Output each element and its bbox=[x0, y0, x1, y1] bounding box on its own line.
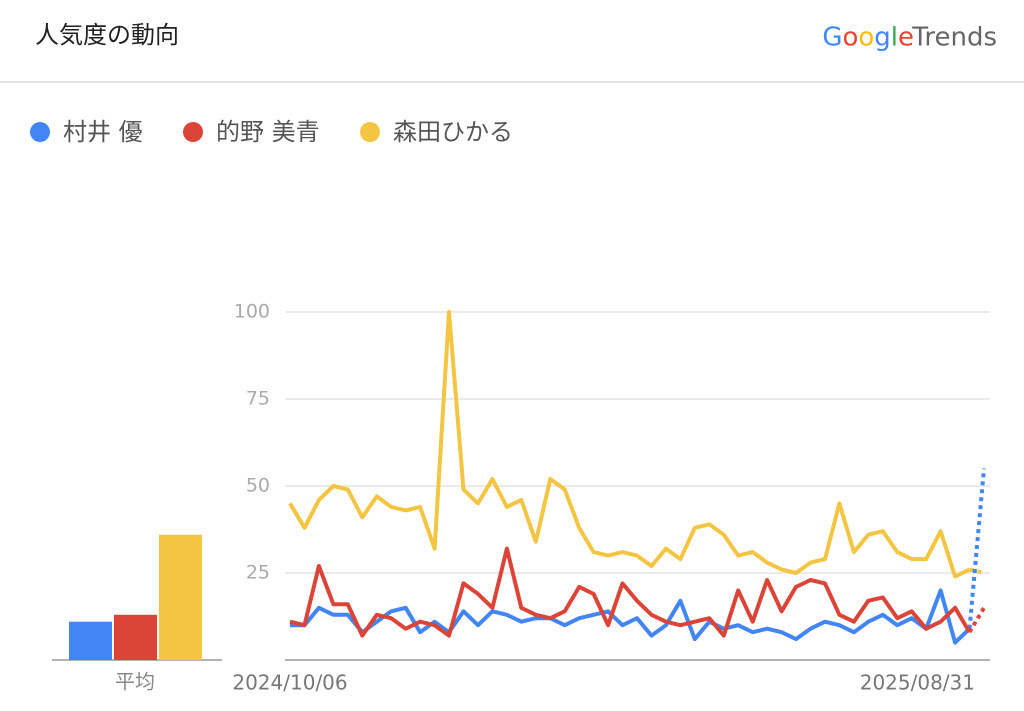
y-tick-label: 100 bbox=[234, 301, 270, 323]
logo-brand: Google bbox=[822, 23, 914, 53]
average-bar bbox=[159, 534, 202, 660]
x-tick-label: 2024/10/06 bbox=[232, 671, 347, 695]
partial-segment bbox=[967, 468, 986, 629]
legend-label: 的野 美青 bbox=[216, 118, 320, 146]
y-tick-label: 75 bbox=[246, 388, 270, 410]
x-tick-label: 2025/08/31 bbox=[860, 671, 975, 695]
legend-swatch bbox=[30, 122, 50, 142]
partial-segment bbox=[969, 567, 985, 575]
legend-swatch bbox=[360, 122, 380, 142]
y-tick-label: 25 bbox=[246, 562, 270, 584]
legend-label: 森田ひかる bbox=[393, 118, 513, 146]
legend-label: 村井 優 bbox=[63, 118, 143, 146]
logo-product: Trends bbox=[911, 23, 997, 53]
legend-swatch bbox=[183, 122, 203, 142]
average-bar bbox=[114, 614, 157, 660]
card-title: 人気度の動向 bbox=[35, 21, 179, 49]
series-line bbox=[290, 588, 971, 645]
series-line bbox=[288, 310, 971, 579]
series-line bbox=[289, 546, 972, 638]
y-tick-label: 50 bbox=[246, 475, 270, 497]
average-bar bbox=[69, 621, 112, 660]
average-label: 平均 bbox=[115, 670, 155, 694]
